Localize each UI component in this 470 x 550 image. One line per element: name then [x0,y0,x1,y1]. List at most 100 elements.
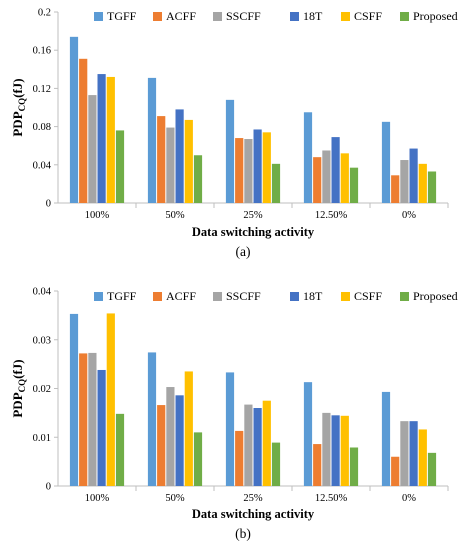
y-tick-label: 0.01 [33,433,51,444]
bar-proposed-0 [427,171,437,203]
legend-swatch-acff [153,12,162,21]
y-tick-label: 0.2 [38,8,51,19]
bar-18t-50 [175,109,184,203]
legend-label-18t: 18T [303,9,323,23]
x-tick-label: 50% [165,210,185,221]
x-tick-label: 25% [243,210,263,221]
bar-18t-100 [97,369,106,486]
legend-label-csff: CSFF [354,9,382,23]
bar-csff-0 [418,163,427,203]
legend-label-acff: ACFF [166,9,196,23]
bar-csff-0 [418,429,427,486]
legend-label-acff: ACFF [166,289,196,303]
y-axis-title-subscript: CQ [17,379,27,393]
legend-swatch-sscff [213,292,222,301]
bar-sscff-0 [400,160,409,203]
bar-csff-25 [262,132,271,203]
legend-swatch-csff [341,12,350,21]
y-tick-label: 0.08 [33,122,51,133]
y-axis-title-main: PDP [10,392,25,417]
y-axis-title-unit: (fJ) [10,359,25,379]
y-tick-label: 0.02 [33,384,51,395]
bar-tgff-1250 [303,382,313,486]
bar-acff-50 [157,405,166,486]
bar-csff-25 [262,400,271,486]
bar-proposed-1250 [349,447,359,486]
bar-tgff-50 [147,352,157,486]
x-tick-label: 0% [402,210,416,221]
y-axis-title-subscript: CQ [17,98,27,112]
bar-tgff-25 [225,99,235,203]
y-axis-title: PDPCQ(fJ) [10,78,27,136]
bar-acff-1250 [313,157,322,203]
bar-proposed-50 [193,432,203,487]
legend-label-proposed: Proposed [413,289,458,303]
y-tick-label: 0.04 [33,287,52,298]
legend-swatch-acff [153,292,162,301]
bar-18t-0 [409,421,418,486]
x-tick-label: 0% [402,493,416,504]
bar-proposed-100 [115,413,125,486]
panel-caption: (a) [236,244,251,259]
bar-tgff-25 [225,372,235,486]
bar-acff-0 [391,456,400,486]
bar-tgff-50 [147,77,157,203]
bar-csff-100 [106,313,115,486]
bar-18t-1250 [331,137,340,203]
legend-label-proposed: Proposed [413,9,458,23]
y-tick-label: 0 [46,482,51,493]
bar-sscff-50 [166,127,175,203]
bar-csff-50 [184,119,193,203]
legend-label-csff: CSFF [354,289,382,303]
bar-proposed-1250 [349,167,359,203]
x-tick-label: 25% [243,493,263,504]
y-tick-label: 0 [46,199,51,210]
bar-acff-100 [79,58,88,203]
bar-csff-1250 [340,153,349,203]
x-tick-label: 12.50% [315,210,348,221]
bar-acff-1250 [313,444,322,486]
legend-swatch-18t [290,292,299,301]
legend-label-tgff: TGFF [107,9,137,23]
legend-swatch-proposed [400,292,409,301]
bar-18t-25 [253,129,262,203]
legend-swatch-csff [341,292,350,301]
bar-proposed-0 [427,452,437,486]
bar-18t-1250 [331,415,340,486]
y-tick-label: 0.12 [33,84,51,95]
bar-sscff-25 [244,404,253,486]
bar-18t-100 [97,74,106,203]
legend-swatch-18t [290,12,299,21]
bar-tgff-1250 [303,112,313,203]
legend-label-sscff: SSCFF [226,289,261,303]
bar-sscff-100 [88,95,97,203]
bar-acff-25 [235,138,244,203]
bar-proposed-25 [271,442,281,486]
chart-panel-a: 0 0.04 0.08 0.12 0.16 0.2 100% 50% 25% 12.50% 0% TG… [10,8,458,260]
bar-tgff-0 [381,391,391,486]
legend-label-18t: 18T [303,289,323,303]
y-tick-label: 0.04 [33,160,52,171]
bar-tgff-100 [69,313,79,486]
panel-caption: (b) [235,526,251,541]
bar-csff-100 [106,76,115,203]
bar-18t-50 [175,395,184,486]
y-axis-title-main: PDP [10,111,25,136]
bar-acff-25 [235,430,244,486]
x-tick-label: 100% [85,210,110,221]
legend-swatch-tgff [94,292,103,301]
x-tick-label: 50% [165,493,185,504]
bar-sscff-100 [88,352,97,486]
y-axis-title: PDPCQ(fJ) [10,359,27,417]
y-axis-title-unit: (fJ) [10,78,25,98]
legend-label-sscff: SSCFF [226,9,261,23]
bar-csff-50 [184,371,193,486]
x-axis-title: Data switching activity [192,225,315,239]
bar-sscff-1250 [322,412,331,487]
legend-label-tgff: TGFF [107,289,137,303]
bar-sscff-25 [244,139,253,203]
bar-18t-0 [409,148,418,203]
bar-acff-0 [391,175,400,203]
bar-proposed-100 [115,130,125,203]
